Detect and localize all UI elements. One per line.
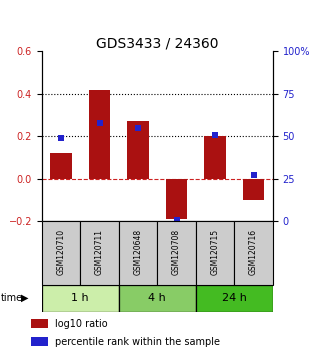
Bar <box>89 90 110 179</box>
Point <box>174 217 179 222</box>
Point <box>135 125 141 131</box>
Bar <box>204 136 226 179</box>
Text: percentile rank within the sample: percentile rank within the sample <box>55 337 220 347</box>
Bar <box>166 179 187 219</box>
Bar <box>42 221 80 285</box>
Text: GSM120648: GSM120648 <box>134 229 143 275</box>
Bar <box>196 285 273 312</box>
Bar <box>127 121 149 179</box>
Bar <box>42 285 119 312</box>
Text: time: time <box>0 293 22 303</box>
Point <box>251 172 256 178</box>
Point <box>213 132 218 137</box>
Text: ▶: ▶ <box>21 293 29 303</box>
Text: 4 h: 4 h <box>148 293 166 303</box>
Text: GSM120715: GSM120715 <box>211 229 220 275</box>
Title: GDS3433 / 24360: GDS3433 / 24360 <box>96 36 219 50</box>
Text: GSM120711: GSM120711 <box>95 229 104 275</box>
Text: GSM120716: GSM120716 <box>249 229 258 275</box>
Bar <box>157 221 196 285</box>
Text: GSM120708: GSM120708 <box>172 229 181 275</box>
Bar <box>80 221 119 285</box>
Bar <box>196 221 234 285</box>
Bar <box>30 319 48 328</box>
Bar <box>234 221 273 285</box>
Text: 1 h: 1 h <box>72 293 89 303</box>
Bar <box>119 285 196 312</box>
Bar <box>30 337 48 346</box>
Bar <box>243 179 264 200</box>
Text: GSM120710: GSM120710 <box>56 229 65 275</box>
Text: 24 h: 24 h <box>222 293 247 303</box>
Bar <box>119 221 157 285</box>
Point <box>58 135 64 141</box>
Text: log10 ratio: log10 ratio <box>55 319 108 329</box>
Point <box>97 120 102 126</box>
Bar <box>50 153 72 179</box>
